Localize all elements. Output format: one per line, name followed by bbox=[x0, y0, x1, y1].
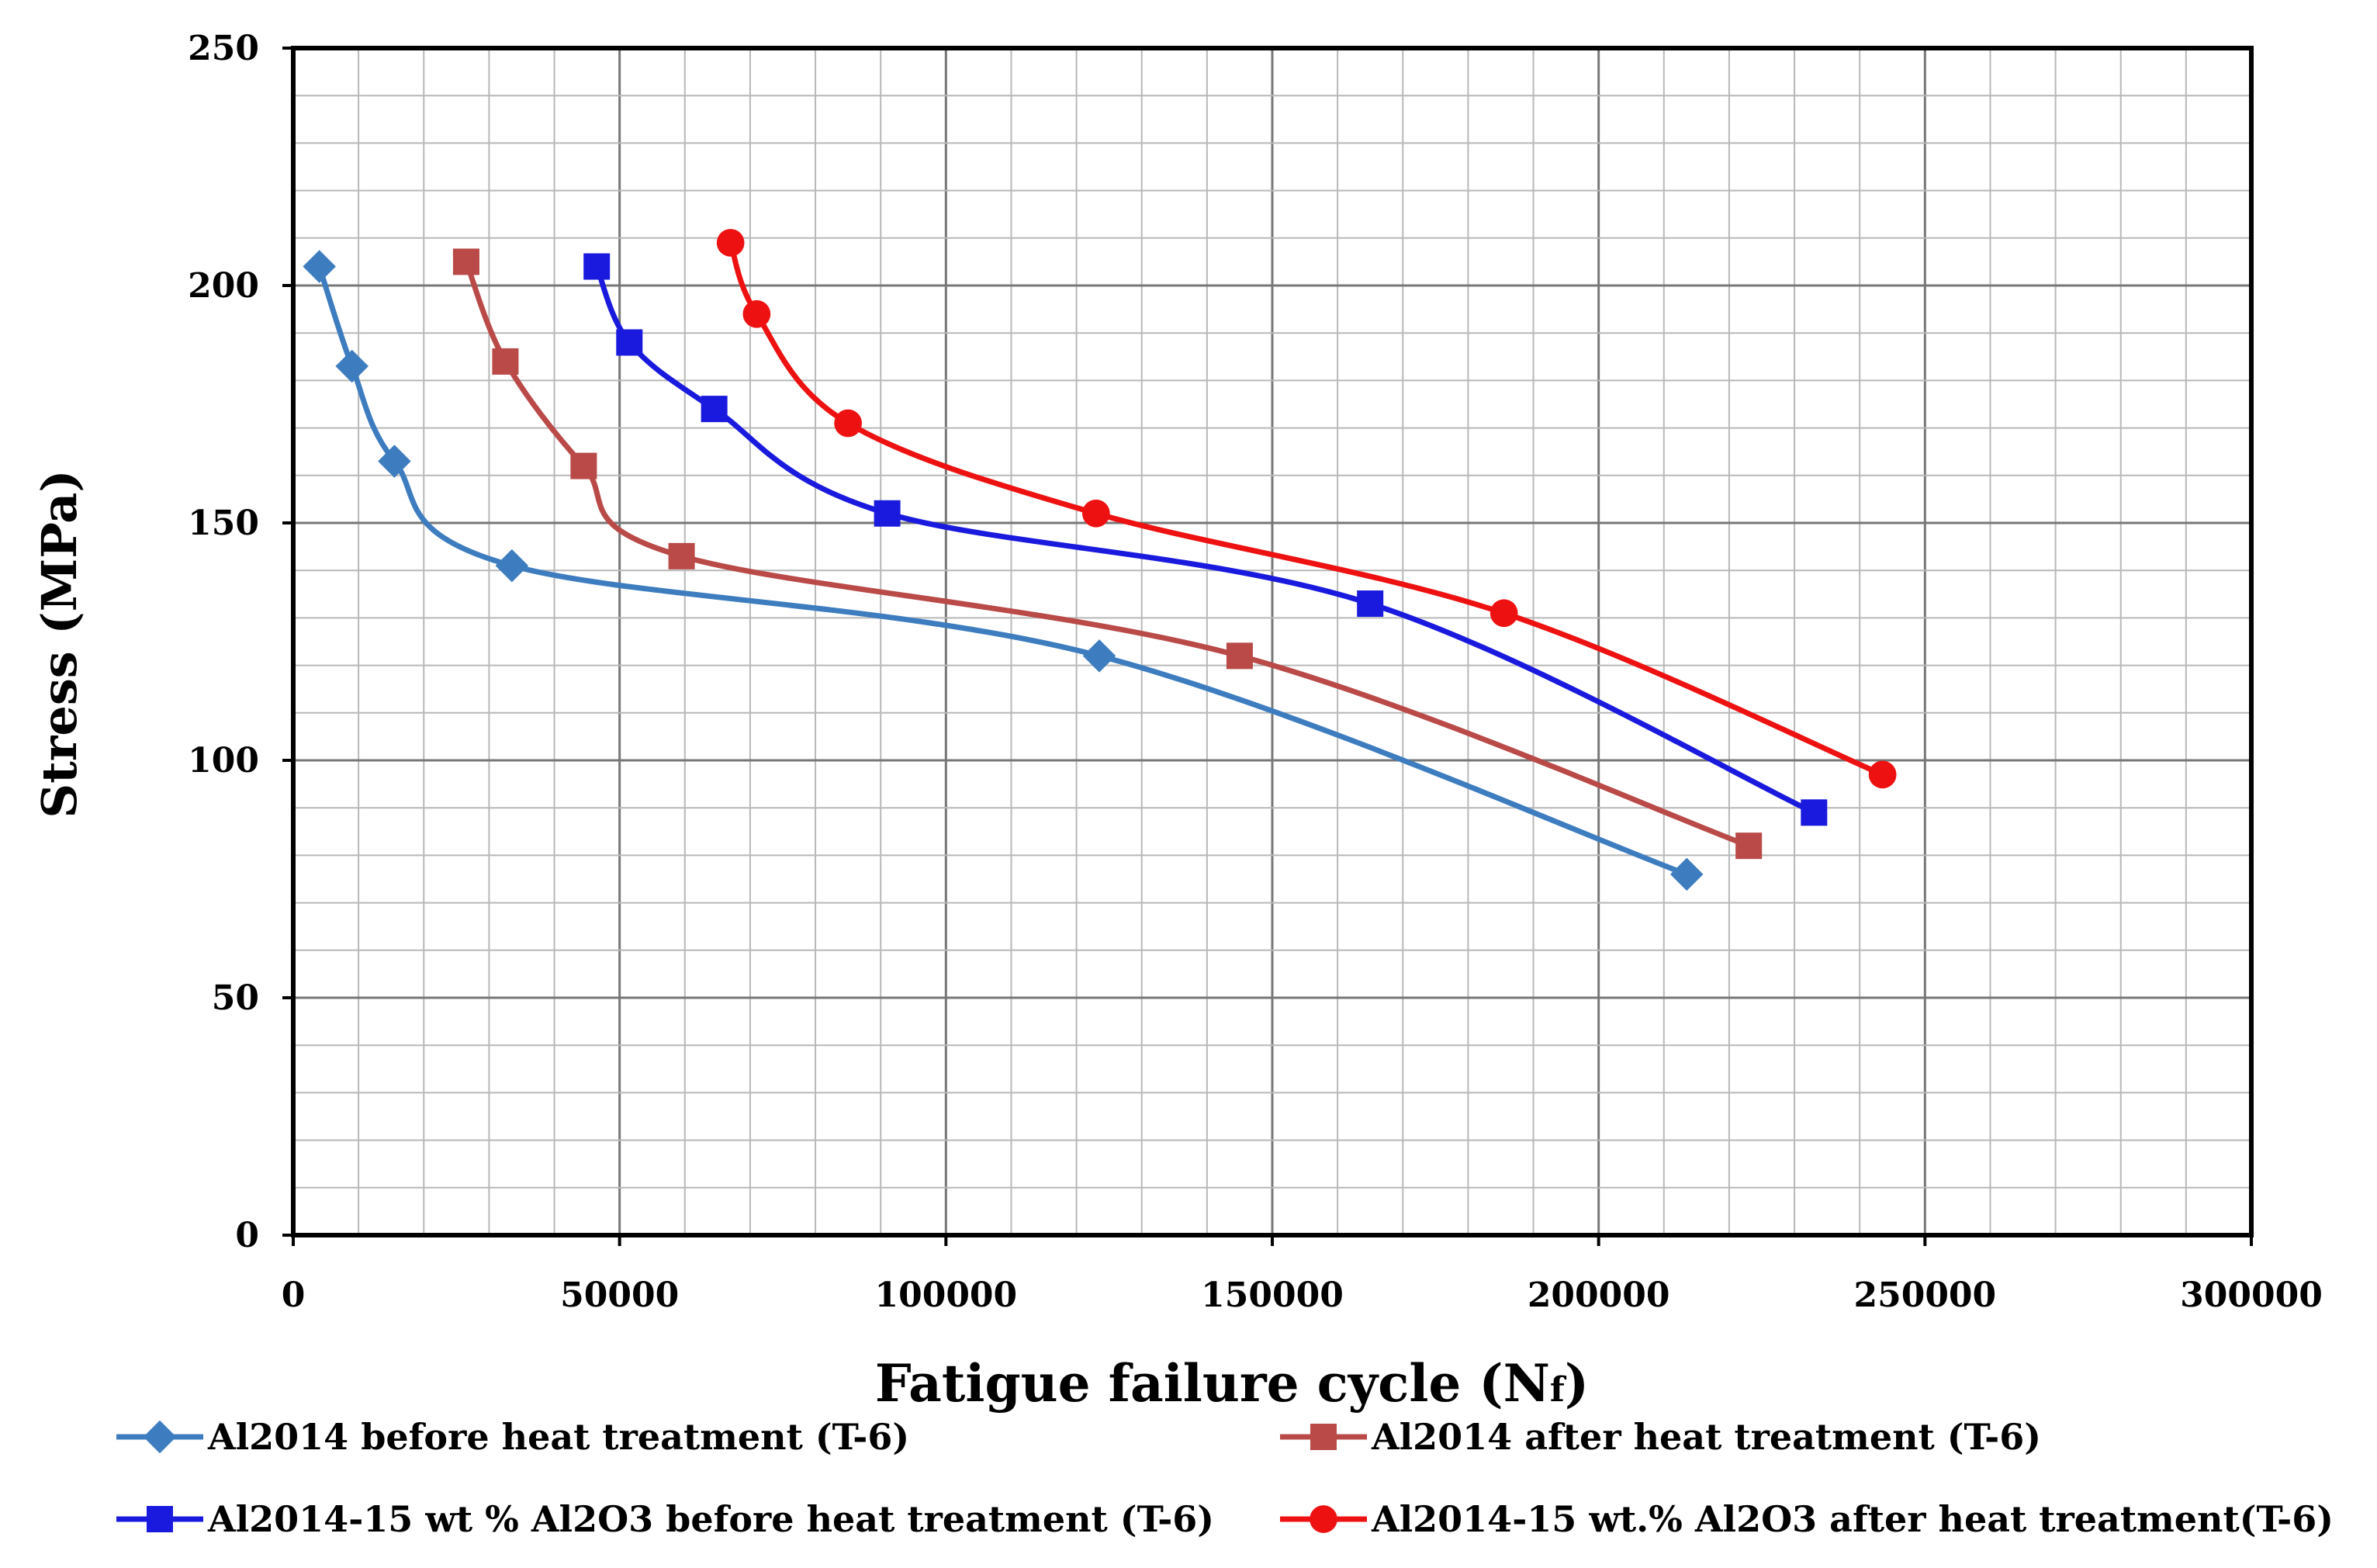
series-line bbox=[463, 258, 1752, 849]
series-3-al2014-15-wt-al2o3-before-heat-treatment-t-6 bbox=[583, 253, 1828, 826]
data-point-marker bbox=[452, 248, 479, 275]
data-point-marker bbox=[583, 253, 611, 280]
data-series bbox=[303, 229, 1897, 891]
x-axis-title: Fatigue failure cycle (Nf) bbox=[875, 1353, 1589, 1414]
data-point-marker bbox=[874, 500, 901, 527]
data-point-marker bbox=[335, 349, 368, 383]
y-tick-label: 150 bbox=[188, 504, 259, 543]
x-axis-title-subscript: f bbox=[1550, 1370, 1567, 1410]
x-tick-label: 300000 bbox=[2180, 1276, 2323, 1315]
series-4-al2014-15-wt-al2o3-after-heat-treatment-t-6 bbox=[716, 229, 1897, 789]
y-tick-label: 50 bbox=[212, 978, 259, 1018]
legend-item: Al2014 before heat treatment (T-6) bbox=[116, 1416, 909, 1458]
data-point-marker bbox=[701, 396, 728, 423]
x-tick-label: 50000 bbox=[560, 1276, 679, 1315]
data-point-marker bbox=[1357, 590, 1384, 618]
legend-marker bbox=[1310, 1424, 1337, 1450]
x-axis-title-close: ) bbox=[1565, 1353, 1589, 1414]
legend: Al2014 before heat treatment (T-6) Al2014… bbox=[116, 1416, 2334, 1540]
data-point-marker bbox=[495, 549, 529, 583]
y-tick-label: 200 bbox=[188, 266, 259, 306]
series-1-al2014-before-heat-treatment-t-6 bbox=[303, 250, 1704, 891]
x-tick-label: 0 bbox=[282, 1276, 306, 1315]
x-tick-label: 150000 bbox=[1201, 1276, 1344, 1315]
legend-label: Al2014 before heat treatment (T-6) bbox=[207, 1416, 909, 1458]
data-point-marker bbox=[1490, 599, 1518, 628]
data-point-marker bbox=[378, 445, 411, 478]
y-tick-label: 250 bbox=[188, 29, 259, 68]
data-point-marker bbox=[1082, 639, 1116, 673]
data-point-marker bbox=[492, 348, 519, 375]
data-point-marker bbox=[1735, 832, 1763, 860]
data-point-marker bbox=[716, 229, 745, 257]
data-point-marker bbox=[1801, 799, 1828, 826]
series-2-al2014-after-heat-treatment-t-6 bbox=[452, 248, 1763, 860]
x-axis-tick-labels: 0 50000 100000 150000 200000 250000 300000 bbox=[282, 1235, 2323, 1315]
legend-marker bbox=[147, 1506, 173, 1532]
legend-label: Al2014-15 wt.% Al2O3 after heat treatmen… bbox=[1371, 1498, 2334, 1540]
series-line bbox=[593, 264, 1817, 815]
grid-lines bbox=[292, 47, 2253, 1237]
x-tick-label: 100000 bbox=[874, 1276, 1017, 1315]
data-point-marker bbox=[570, 452, 597, 479]
legend-item: Al2014-15 wt.% Al2O3 after heat treatmen… bbox=[1280, 1498, 2334, 1540]
x-tick-label: 200000 bbox=[1528, 1276, 1670, 1315]
data-point-marker bbox=[1081, 499, 1110, 528]
data-point-marker bbox=[1669, 857, 1704, 891]
legend-marker bbox=[1310, 1505, 1337, 1533]
legend-label: Al2014 after heat treatment (T-6) bbox=[1371, 1416, 2041, 1458]
y-axis-title: Stress (MPa) bbox=[31, 469, 88, 818]
x-tick-label: 250000 bbox=[1853, 1276, 1996, 1315]
series-line bbox=[317, 264, 1690, 877]
y-tick-label: 0 bbox=[235, 1216, 259, 1255]
legend-item: Al2014 after heat treatment (T-6) bbox=[1280, 1416, 2041, 1458]
x-axis-title-main: Fatigue failure cycle (N bbox=[875, 1353, 1550, 1414]
data-point-marker bbox=[834, 409, 862, 438]
legend-item: Al2014-15 wt % Al2O3 before heat treatme… bbox=[116, 1498, 1214, 1540]
data-point-marker bbox=[742, 299, 771, 328]
y-tick-label: 100 bbox=[188, 741, 259, 781]
data-point-marker bbox=[668, 542, 695, 569]
y-axis-tick-labels: 0 50 100 150 200 250 bbox=[188, 29, 293, 1255]
data-point-marker bbox=[616, 329, 643, 356]
data-point-marker bbox=[1226, 642, 1253, 670]
legend-label: Al2014-15 wt % Al2O3 before heat treatme… bbox=[207, 1498, 1214, 1540]
data-point-marker bbox=[1868, 760, 1897, 789]
data-point-marker bbox=[303, 250, 336, 283]
legend-marker bbox=[143, 1420, 177, 1454]
